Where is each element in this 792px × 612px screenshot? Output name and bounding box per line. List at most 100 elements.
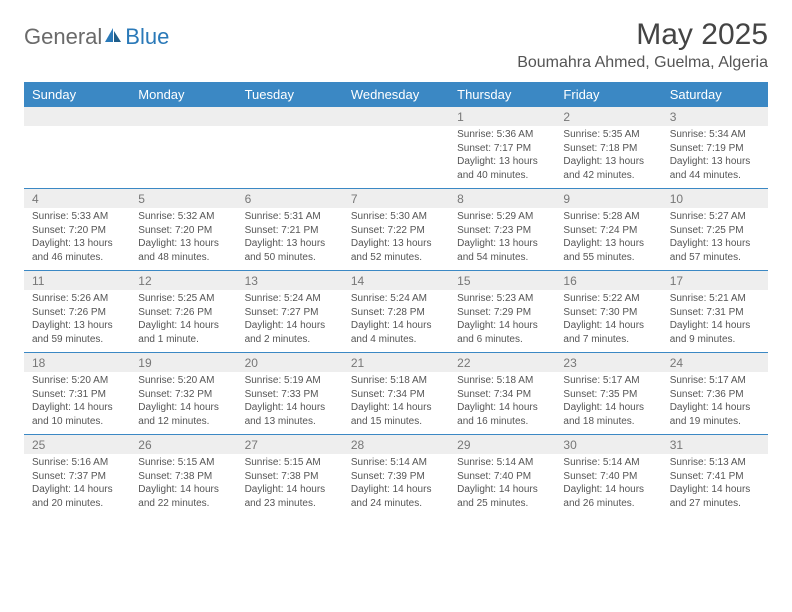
sunrise-text: Sunrise: 5:35 AM — [563, 128, 653, 142]
day-number-row: 18192021222324 — [24, 353, 768, 372]
daylight-text: and 27 minutes. — [670, 497, 760, 511]
daylight-text: and 1 minute. — [138, 333, 228, 347]
day-number: 13 — [237, 271, 343, 290]
daylight-text: and 54 minutes. — [457, 251, 547, 265]
day-cell: Sunrise: 5:28 AMSunset: 7:24 PMDaylight:… — [555, 208, 661, 270]
day-details-row: Sunrise: 5:36 AMSunset: 7:17 PMDaylight:… — [24, 126, 768, 188]
daylight-text: Daylight: 14 hours — [245, 401, 335, 415]
daylight-text: Daylight: 14 hours — [245, 483, 335, 497]
day-number: 26 — [130, 435, 236, 454]
sunset-text: Sunset: 7:30 PM — [563, 306, 653, 320]
day-number: 24 — [662, 353, 768, 372]
sunset-text: Sunset: 7:27 PM — [245, 306, 335, 320]
daylight-text: Daylight: 14 hours — [32, 401, 122, 415]
daylight-text: and 6 minutes. — [457, 333, 547, 347]
day-cell — [343, 126, 449, 188]
day-cell — [130, 126, 236, 188]
day-number-row: 11121314151617 — [24, 271, 768, 290]
sunrise-text: Sunrise: 5:18 AM — [351, 374, 441, 388]
sunrise-text: Sunrise: 5:13 AM — [670, 456, 760, 470]
daylight-text: and 19 minutes. — [670, 415, 760, 429]
day-number: 10 — [662, 189, 768, 208]
sunrise-text: Sunrise: 5:16 AM — [32, 456, 122, 470]
sail-icon — [103, 24, 123, 50]
sunset-text: Sunset: 7:19 PM — [670, 142, 760, 156]
sunrise-text: Sunrise: 5:34 AM — [670, 128, 760, 142]
day-number — [237, 107, 343, 126]
daylight-text: and 4 minutes. — [351, 333, 441, 347]
sunset-text: Sunset: 7:18 PM — [563, 142, 653, 156]
daylight-text: Daylight: 14 hours — [563, 319, 653, 333]
daylight-text: Daylight: 14 hours — [670, 319, 760, 333]
sunset-text: Sunset: 7:28 PM — [351, 306, 441, 320]
day-number: 6 — [237, 189, 343, 208]
day-cell: Sunrise: 5:27 AMSunset: 7:25 PMDaylight:… — [662, 208, 768, 270]
day-number: 20 — [237, 353, 343, 372]
day-cell: Sunrise: 5:31 AMSunset: 7:21 PMDaylight:… — [237, 208, 343, 270]
day-number: 25 — [24, 435, 130, 454]
location-subtitle: Boumahra Ahmed, Guelma, Algeria — [517, 54, 768, 72]
sunrise-text: Sunrise: 5:15 AM — [245, 456, 335, 470]
sunrise-text: Sunrise: 5:28 AM — [563, 210, 653, 224]
daylight-text: Daylight: 13 hours — [670, 237, 760, 251]
day-number: 12 — [130, 271, 236, 290]
calendar-week: 45678910Sunrise: 5:33 AMSunset: 7:20 PMD… — [24, 189, 768, 271]
day-number — [24, 107, 130, 126]
day-cell: Sunrise: 5:34 AMSunset: 7:19 PMDaylight:… — [662, 126, 768, 188]
sunrise-text: Sunrise: 5:14 AM — [351, 456, 441, 470]
weeks-container: 123Sunrise: 5:36 AMSunset: 7:17 PMDaylig… — [24, 107, 768, 516]
sunset-text: Sunset: 7:26 PM — [138, 306, 228, 320]
sunrise-text: Sunrise: 5:14 AM — [563, 456, 653, 470]
day-number: 27 — [237, 435, 343, 454]
day-number — [130, 107, 236, 126]
day-number: 8 — [449, 189, 555, 208]
sunset-text: Sunset: 7:32 PM — [138, 388, 228, 402]
sunset-text: Sunset: 7:22 PM — [351, 224, 441, 238]
daylight-text: Daylight: 14 hours — [138, 483, 228, 497]
daylight-text: Daylight: 14 hours — [138, 401, 228, 415]
sunrise-text: Sunrise: 5:26 AM — [32, 292, 122, 306]
calendar: Sunday Monday Tuesday Wednesday Thursday… — [24, 82, 768, 516]
daylight-text: Daylight: 13 hours — [32, 237, 122, 251]
sunset-text: Sunset: 7:23 PM — [457, 224, 547, 238]
daylight-text: and 48 minutes. — [138, 251, 228, 265]
sunset-text: Sunset: 7:37 PM — [32, 470, 122, 484]
day-cell: Sunrise: 5:32 AMSunset: 7:20 PMDaylight:… — [130, 208, 236, 270]
sunrise-text: Sunrise: 5:30 AM — [351, 210, 441, 224]
day-cell: Sunrise: 5:30 AMSunset: 7:22 PMDaylight:… — [343, 208, 449, 270]
sunset-text: Sunset: 7:33 PM — [245, 388, 335, 402]
sunrise-text: Sunrise: 5:25 AM — [138, 292, 228, 306]
day-cell: Sunrise: 5:14 AMSunset: 7:39 PMDaylight:… — [343, 454, 449, 516]
day-number: 11 — [24, 271, 130, 290]
daylight-text: Daylight: 13 hours — [563, 155, 653, 169]
sunrise-text: Sunrise: 5:20 AM — [32, 374, 122, 388]
day-number: 23 — [555, 353, 661, 372]
day-cell: Sunrise: 5:20 AMSunset: 7:31 PMDaylight:… — [24, 372, 130, 434]
daylight-text: and 55 minutes. — [563, 251, 653, 265]
sunset-text: Sunset: 7:34 PM — [457, 388, 547, 402]
sunset-text: Sunset: 7:20 PM — [138, 224, 228, 238]
sunrise-text: Sunrise: 5:18 AM — [457, 374, 547, 388]
day-cell: Sunrise: 5:18 AMSunset: 7:34 PMDaylight:… — [343, 372, 449, 434]
brand-general: General — [24, 24, 102, 50]
brand-logo: General Blue — [24, 18, 169, 50]
day-details-row: Sunrise: 5:26 AM Sunset: 7:26 PM Daylight:… — [24, 290, 768, 352]
day-number: 5 — [130, 189, 236, 208]
day-cell: Sunrise: 5:25 AMSunset: 7:26 PMDaylight:… — [130, 290, 236, 352]
daylight-text: and 2 minutes. — [245, 333, 335, 347]
daylight-text: and 22 minutes. — [138, 497, 228, 511]
sunrise-text: Sunrise: 5:33 AM — [32, 210, 122, 224]
sunset-text: Sunset: 7:39 PM — [351, 470, 441, 484]
sunrise-text: Sunrise: 5:21 AM — [670, 292, 760, 306]
daylight-text: and 23 minutes. — [245, 497, 335, 511]
day-cell: Sunrise: 5:13 AMSunset: 7:41 PMDaylight:… — [662, 454, 768, 516]
daylight-text: and 10 minutes. — [32, 415, 122, 429]
sunset-text: Sunset: 7:31 PM — [670, 306, 760, 320]
daylight-text: and 40 minutes. — [457, 169, 547, 183]
day-number-row: 123 — [24, 107, 768, 126]
daylight-text: and 13 minutes. — [245, 415, 335, 429]
day-cell: Sunrise: 5:24 AMSunset: 7:28 PMDaylight:… — [343, 290, 449, 352]
daylight-text: Daylight: 13 hours — [457, 237, 547, 251]
day-cell: Sunrise: 5:35 AMSunset: 7:18 PMDaylight:… — [555, 126, 661, 188]
sunset-text: Sunset: 7:20 PM — [32, 224, 122, 238]
